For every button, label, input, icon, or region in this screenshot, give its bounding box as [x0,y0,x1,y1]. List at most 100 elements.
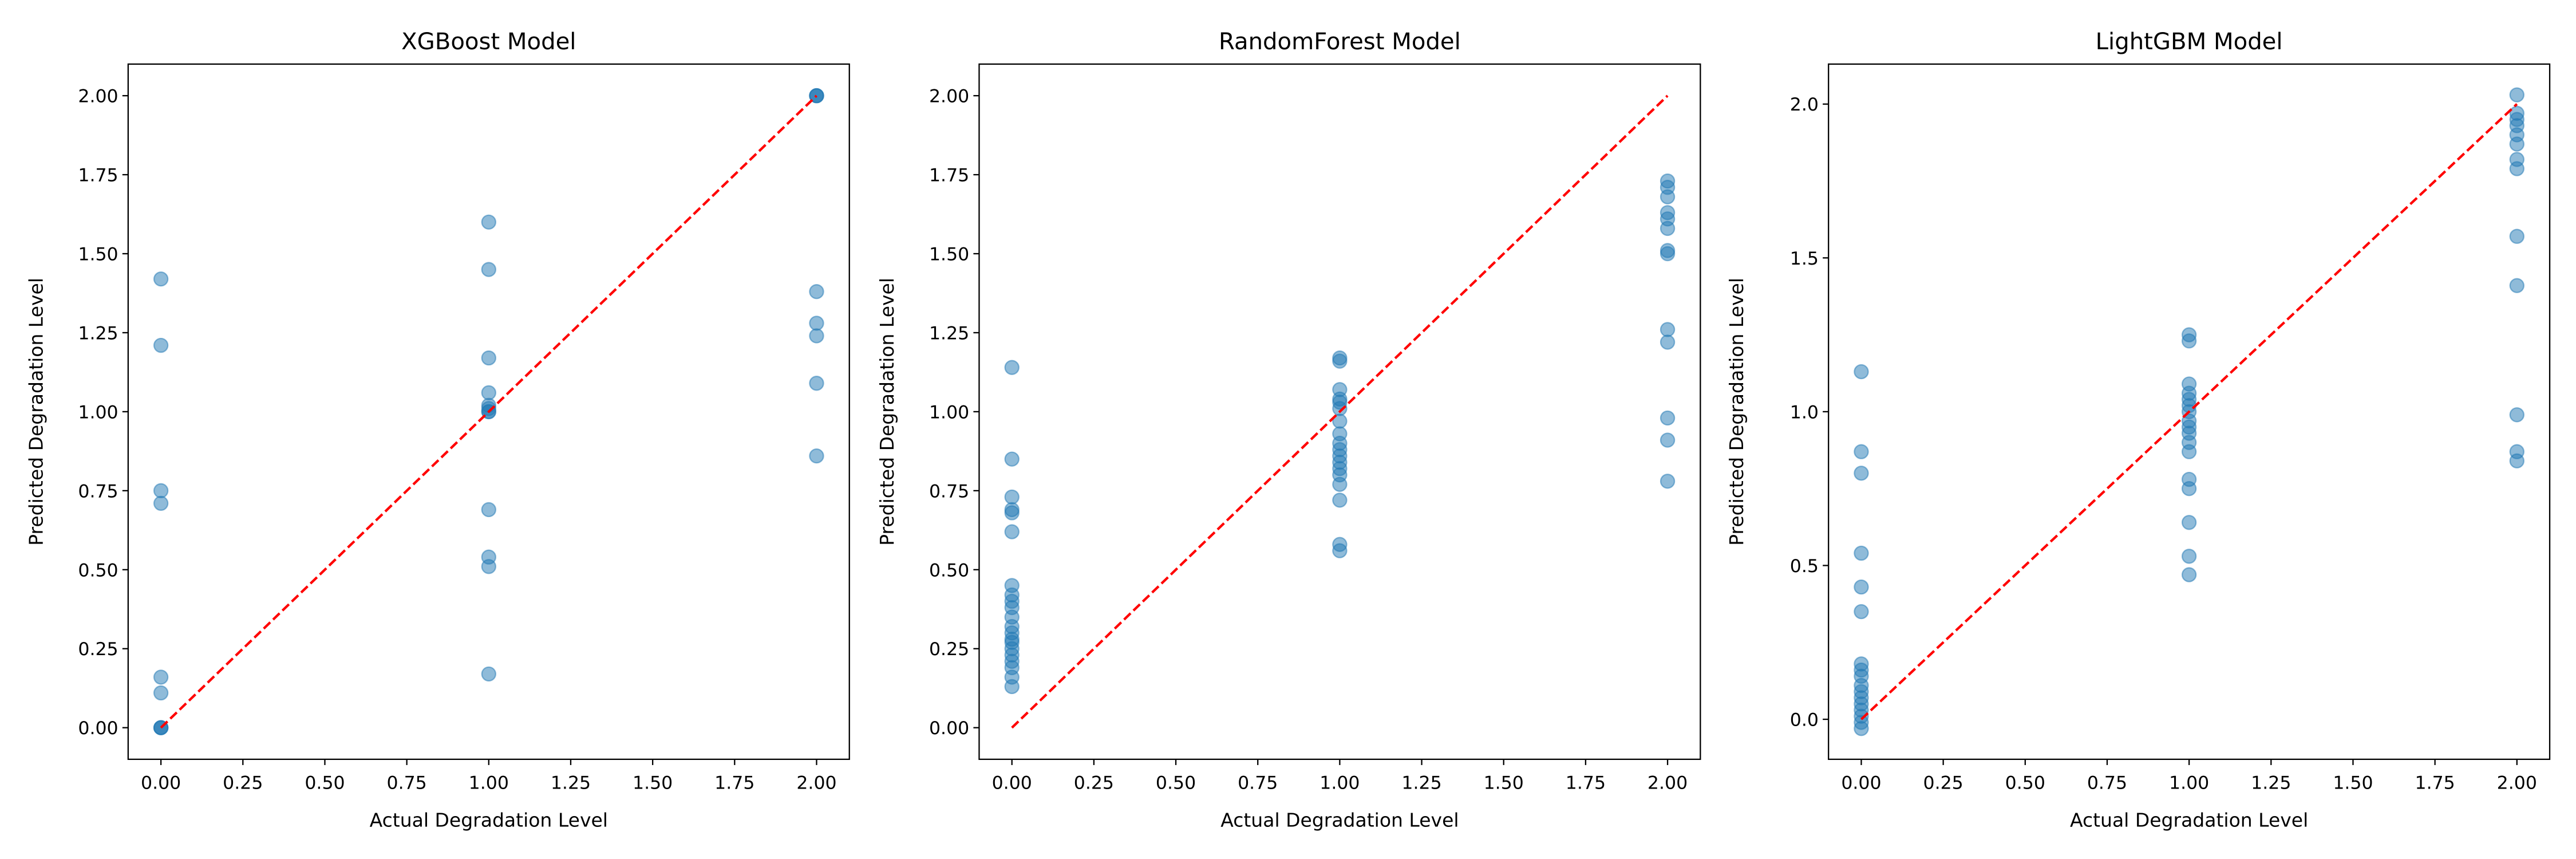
y-tick-label: 0.00 [78,718,118,739]
reference-line [1011,94,1669,729]
x-tick-label: 1.25 [1401,773,1441,794]
y-tick-label: 1.50 [78,244,118,265]
x-tick-label: 1.50 [633,773,673,794]
x-tick-label: 0.75 [2087,773,2127,794]
scatter-point [1660,243,1676,258]
x-tick-label: 2.00 [1647,773,1688,794]
x-tick-label: 0.00 [1841,773,1881,794]
x-tick-label: 1.75 [1566,773,1606,794]
y-tick-label: 1.00 [929,402,969,423]
plot-frame [1828,63,2551,761]
y-tick-label: 1.75 [78,166,118,186]
scatter-point [481,502,497,518]
y-tick-label: 0.25 [78,639,118,660]
scatter-point [153,483,169,499]
scatter-point [153,337,169,353]
scatter-point [481,214,497,230]
scatter-point [2181,549,2197,564]
scatter-point [481,549,497,565]
x-tick-label: 1.50 [1484,773,1524,794]
scatter-point [153,669,169,685]
scatter-point [1660,410,1676,426]
reference-line [160,94,817,729]
y-axis-label: Predicted Degradation Level [1725,278,1748,546]
scatter-point [2181,567,2197,582]
scatter-point [481,666,497,682]
scatter-point [2509,407,2525,423]
x-axis-label: Actual Degradation Level [370,809,608,832]
x-tick-label: 1.50 [2333,773,2373,794]
x-tick-label: 2.00 [2497,773,2537,794]
scatter-point [809,284,824,300]
y-tick-label: 1.0 [1790,402,1819,423]
y-tick-label: 0.50 [929,560,969,581]
scatter-point [2509,278,2525,293]
scatter-point [1854,545,1869,561]
scatter-point [2509,105,2525,121]
x-axis-label: Actual Degradation Level [2070,809,2308,832]
scatter-point [1854,444,1869,459]
y-axis-label: Predicted Degradation Level [876,278,898,546]
scatter-point [481,350,497,366]
reference-line [1860,103,2518,720]
scatter-point [1660,173,1676,189]
y-tick-label: 1.25 [78,323,118,344]
x-tick-label: 1.25 [551,773,591,794]
scatter-point [1004,502,1020,518]
chart-title: RandomForest Model [1219,29,1461,55]
scatter-point [1660,432,1676,448]
scatter-point [1332,537,1348,552]
scatter-point [1332,426,1348,442]
scatter-point [1854,604,1869,620]
scatter-point [2181,515,2197,530]
x-tick-label: 1.75 [714,773,754,794]
x-tick-label: 0.00 [141,773,181,794]
x-tick-label: 1.25 [2251,773,2291,794]
x-tick-label: 1.00 [1319,773,1360,794]
scatter-point [2509,228,2525,244]
scatter-point [1854,364,1869,380]
y-tick-label: 1.75 [929,166,969,186]
scatter-point [153,271,169,287]
scatter-point [1004,451,1020,467]
y-tick-label: 2.0 [1790,94,1819,115]
y-tick-label: 0.00 [929,718,969,739]
x-tick-label: 1.00 [2169,773,2209,794]
y-tick-label: 1.00 [78,402,118,423]
scatter-point [1332,492,1348,508]
scatter-point [2509,152,2525,167]
scatter-point [1660,474,1676,489]
y-axis-label: Predicted Degradation Level [25,278,48,546]
y-tick-label: 0.75 [78,481,118,502]
scatter-point [1004,578,1020,593]
scatter-point [1660,334,1676,350]
y-tick-label: 1.25 [929,323,969,344]
chart-title: XGBoost Model [401,29,576,55]
scatter-point [1854,579,1869,595]
scatter-point [1004,489,1020,505]
x-tick-label: 2.00 [796,773,836,794]
x-tick-label: 0.75 [1238,773,1278,794]
scatter-point [153,495,169,511]
scatter-point [2181,327,2197,342]
y-tick-label: 1.50 [929,244,969,265]
scatter-point [1004,524,1020,539]
y-tick-label: 0.50 [78,560,118,581]
y-tick-label: 0.0 [1790,710,1819,731]
x-axis-label: Actual Degradation Level [1220,809,1459,832]
x-tick-label: 0.25 [1074,773,1114,794]
scatter-point [809,376,824,391]
scatter-point [481,385,497,400]
y-tick-label: 0.75 [929,481,969,502]
scatter-point [809,448,824,464]
scatter-point [2509,444,2525,459]
scatter-point [2509,87,2525,103]
x-tick-label: 0.50 [1156,773,1196,794]
plot-frame [978,63,1701,761]
x-tick-label: 0.25 [1923,773,1963,794]
y-tick-label: 0.25 [929,639,969,660]
x-tick-label: 1.75 [2415,773,2455,794]
x-tick-label: 0.75 [387,773,427,794]
scatter-point [2181,376,2197,392]
